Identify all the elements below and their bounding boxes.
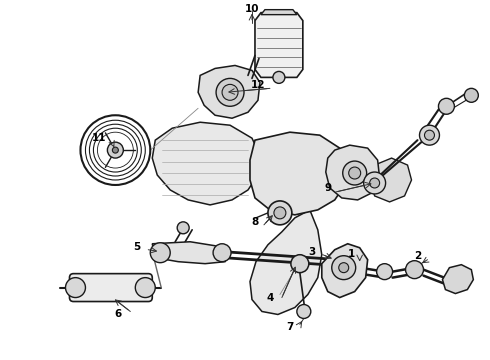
Circle shape — [297, 305, 311, 319]
Text: 6: 6 — [115, 310, 122, 319]
Polygon shape — [152, 242, 230, 264]
Circle shape — [339, 263, 349, 273]
Polygon shape — [322, 244, 368, 298]
Text: 3: 3 — [308, 247, 316, 257]
Circle shape — [332, 256, 356, 280]
Polygon shape — [369, 158, 412, 202]
Text: 8: 8 — [251, 217, 259, 227]
Polygon shape — [326, 145, 380, 200]
Polygon shape — [250, 210, 322, 315]
Text: 4: 4 — [266, 293, 273, 302]
Circle shape — [343, 161, 367, 185]
Text: 7: 7 — [286, 323, 294, 332]
Circle shape — [369, 178, 380, 188]
Text: 11: 11 — [92, 133, 107, 143]
Circle shape — [424, 130, 435, 140]
Circle shape — [273, 71, 285, 84]
Text: 12: 12 — [251, 80, 265, 90]
Circle shape — [107, 142, 123, 158]
Circle shape — [419, 125, 440, 145]
Circle shape — [377, 264, 392, 280]
Circle shape — [268, 201, 292, 225]
Circle shape — [150, 243, 170, 263]
Circle shape — [291, 255, 309, 273]
Text: 9: 9 — [324, 183, 331, 193]
Circle shape — [465, 88, 478, 102]
FancyBboxPatch shape — [70, 274, 152, 302]
Polygon shape — [255, 13, 303, 77]
Circle shape — [364, 172, 386, 194]
Circle shape — [216, 78, 244, 106]
Circle shape — [213, 244, 231, 262]
Circle shape — [177, 222, 189, 234]
Circle shape — [439, 98, 454, 114]
Polygon shape — [198, 66, 260, 118]
Polygon shape — [261, 10, 297, 15]
Circle shape — [406, 261, 423, 279]
Circle shape — [349, 167, 361, 179]
Circle shape — [66, 278, 85, 298]
Polygon shape — [442, 265, 473, 293]
Circle shape — [112, 147, 119, 153]
Circle shape — [222, 84, 238, 100]
Text: 2: 2 — [414, 251, 421, 261]
Circle shape — [274, 207, 286, 219]
Text: 10: 10 — [245, 4, 259, 14]
Polygon shape — [152, 122, 260, 205]
Polygon shape — [250, 132, 348, 215]
Text: 5: 5 — [134, 242, 141, 252]
Circle shape — [135, 278, 155, 298]
Text: 1: 1 — [348, 249, 355, 259]
